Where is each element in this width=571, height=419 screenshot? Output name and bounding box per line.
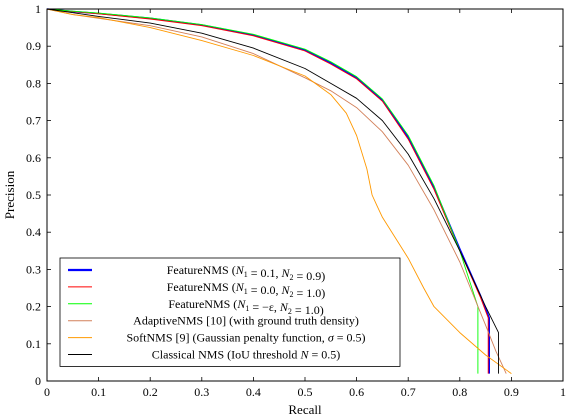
y-tick-label: 0.1: [26, 337, 41, 351]
y-axis-ticks: 0 0.1 0.2 0.3 0.4 0.5 0.6 0.7 0.8 0.9 1: [26, 2, 563, 388]
legend-label-0: FeatureNMS (N1 = 0.1, N2 = 0.9): [167, 263, 326, 283]
x-tick-label: 0.6: [349, 385, 364, 399]
y-tick-label: 0.3: [26, 262, 41, 276]
legend: FeatureNMS (N1 = 0.1, N2 = 0.9)FeatureNM…: [59, 257, 401, 367]
x-tick-label: 1: [560, 385, 566, 399]
legend-label-2: FeatureNMS (N1 = −ε, N2 = 1.0): [168, 297, 323, 317]
series-line-3: [46, 8, 507, 374]
x-tick-label: 0.8: [452, 385, 467, 399]
x-tick-label: 0.2: [143, 385, 158, 399]
legend-label-3: AdaptiveNMS [10] (with ground truth dens…: [133, 314, 359, 328]
legend-label-5: Classical NMS (IoU threshold N = 0.5): [152, 348, 340, 362]
x-tick-label: 0.4: [246, 385, 261, 399]
legend-label-4: SoftNMS [9] (Gaussian penalty function, …: [127, 331, 366, 345]
y-tick-label: 0.8: [26, 76, 41, 90]
x-tick-label: 0.5: [298, 385, 313, 399]
legend-box: [59, 257, 401, 367]
x-tick-label: 0: [44, 385, 50, 399]
series-line-5: [46, 8, 499, 374]
x-tick-label: 0.1: [91, 385, 106, 399]
series-line-4: [46, 8, 512, 374]
y-tick-label: 0.6: [26, 151, 41, 165]
x-tick-label: 0.7: [401, 385, 416, 399]
x-axis-ticks: 0 0.1 0.2 0.3 0.4 0.5 0.6 0.7 0.8 0.9 1: [44, 9, 566, 399]
y-tick-label: 0.5: [26, 188, 41, 202]
plot-curves: [46, 8, 512, 374]
y-tick-label: 1: [35, 2, 41, 16]
y-tick-label: 0.2: [26, 300, 41, 314]
x-tick-label: 0.3: [194, 385, 209, 399]
x-axis-title: Recall: [288, 402, 322, 417]
series-line-2: [46, 8, 479, 374]
legend-label-1: FeatureNMS (N1 = 0.0, N2 = 1.0): [167, 280, 326, 300]
y-tick-label: 0: [35, 374, 41, 388]
y-tick-label: 0.7: [26, 114, 41, 128]
y-tick-label: 0.4: [26, 225, 41, 239]
x-tick-label: 0.9: [504, 385, 519, 399]
y-axis-title: Precision: [2, 170, 17, 219]
y-tick-label: 0.9: [26, 39, 41, 53]
